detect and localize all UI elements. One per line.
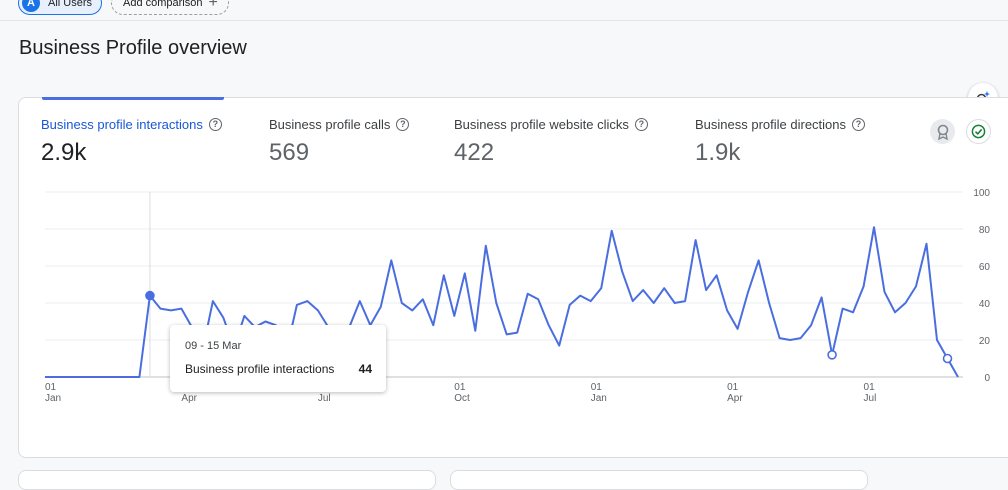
ribbon-badge-icon[interactable] [930,119,955,144]
metric-value: 569 [269,139,310,166]
tooltip-date: 09 - 15 Mar [185,340,242,352]
x-tick-month: Apr [727,393,743,404]
x-tick-month: Jan [45,393,61,404]
data-point-marker [827,349,837,360]
x-tick-month: Oct [454,393,470,404]
metric-value: 1.9k [695,139,741,166]
x-tick-month: Jul [864,393,877,404]
help-icon[interactable]: ? [208,118,222,131]
y-tick-label: 0 [984,373,990,384]
segment-letter: A [22,0,40,12]
y-tick-label: 20 [979,336,991,347]
metric-label: Business profile interactions [41,117,203,132]
chart-tooltip: 09 - 15 Mar Business profile interaction… [170,325,386,392]
active-metric-indicator [42,97,224,100]
y-tick-label: 100 [973,188,990,199]
y-tick-label: 40 [979,299,991,310]
x-tick-day: 01 [45,382,57,393]
segment-label: All Users [48,0,93,9]
x-tick-month: Apr [181,393,197,404]
metric-calls[interactable]: Business profile calls? 569 [269,117,410,167]
segment-chip[interactable]: A All Users [18,0,102,15]
tooltip-metric-name: Business profile interactions [185,362,335,376]
overview-card [18,97,1008,458]
add-comparison-label: Add comparison [123,0,203,9]
help-icon[interactable]: ? [634,118,648,131]
x-tick-day: 01 [727,382,739,393]
help-icon[interactable]: ? [852,118,866,131]
x-tick-day: 01 [454,382,466,393]
bottom-card-left [18,470,436,490]
y-tick-label: 80 [979,225,991,236]
metric-label: Business profile website clicks [454,117,629,132]
plus-icon: + [208,0,218,11]
bottom-card-right [450,470,868,490]
comparison-toolbar [0,0,1008,21]
help-icon[interactable]: ? [396,118,410,131]
hovered-data-point [145,291,154,300]
x-tick-month: Jan [591,393,607,404]
metric-value: 422 [454,139,495,166]
metric-label: Business profile calls [269,117,391,132]
data-point-marker [942,353,953,364]
metric-label: Business profile directions [695,117,847,132]
metric-directions[interactable]: Business profile directions? 1.9k [695,117,866,167]
x-tick-month: Jul [318,393,331,404]
x-tick-day: 01 [864,382,876,393]
y-tick-label: 60 [979,262,991,273]
x-tick-day: 01 [591,382,603,393]
page-title: Business Profile overview [19,37,247,59]
tooltip-value: 44 [358,362,372,376]
check-circle-icon[interactable] [966,119,991,144]
metric-website-clicks[interactable]: Business profile website clicks? 422 [454,117,648,167]
metric-value: 2.9k [41,139,87,166]
metric-interactions[interactable]: Business profile interactions? 2.9k [41,117,222,167]
